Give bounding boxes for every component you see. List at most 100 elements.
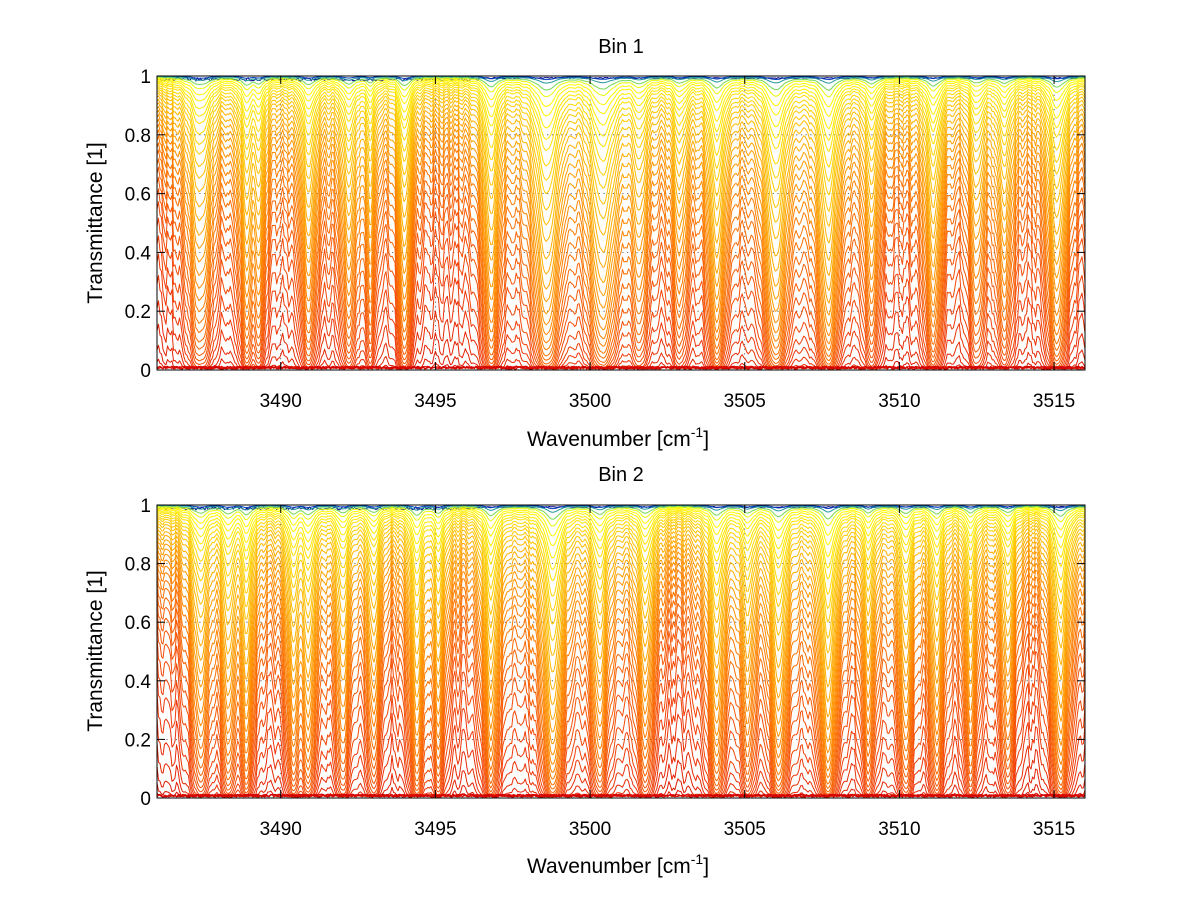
y-tick-label: 0.2 (125, 730, 151, 751)
x-tick-label: 3505 (724, 391, 766, 412)
x-tick-label: 3500 (569, 391, 611, 412)
axes-box (156, 504, 1086, 799)
spectrum-line (157, 504, 1086, 510)
spectrum-line (156, 506, 1086, 527)
x-tick-label: 3515 (1033, 819, 1075, 840)
spectrum-line (156, 517, 1086, 641)
spectrum-line (156, 82, 1086, 152)
spectrum-line (156, 607, 1086, 798)
spectrum-line (156, 118, 1086, 327)
x-axis-label-text: Wavenumber [cm (527, 428, 691, 451)
spectrum-line (156, 587, 1086, 796)
spectrum-line (156, 98, 1086, 261)
spectrum-line (156, 511, 1086, 581)
spectrum-line (156, 106, 1086, 291)
spectrum-line (156, 515, 1086, 625)
spectrum-line (156, 522, 1086, 673)
spectrum-line (156, 505, 1086, 520)
spectrum-line (156, 532, 1086, 720)
y-tick-labels: 0 0.2 0.4 0.6 0.8 1 (125, 496, 152, 810)
spectrum-line (156, 80, 1086, 130)
spectrum-line (156, 76, 1086, 84)
y-tick-labels: 0 0.2 0.4 0.6 0.8 1 (125, 67, 152, 382)
spectrum-line (156, 512, 1086, 597)
spectrum-line (156, 77, 1086, 98)
y-tick-label: 0 (140, 789, 151, 810)
spectrum-line (156, 514, 1086, 611)
spectrum-line (156, 166, 1086, 367)
ticks (157, 504, 1085, 799)
x-axis-label: Wavenumber [cm-1] (527, 424, 709, 451)
x-tick-label: 3495 (414, 819, 456, 840)
spectrum-line (156, 149, 1086, 362)
x-tick-label: 3490 (260, 391, 302, 412)
plot-title: Bin 1 (598, 36, 644, 58)
y-tick-label: 0.4 (125, 243, 152, 264)
spectrum-line (157, 793, 1086, 798)
series-group (156, 75, 1086, 370)
spectrum-line (157, 365, 1086, 370)
y-tick-label: 0.6 (125, 613, 151, 634)
spectrum-line (156, 76, 1086, 91)
spectrum-line (156, 79, 1086, 117)
x-axis-label-superscript: -1 (691, 424, 704, 440)
spectrum-line (156, 571, 1086, 790)
x-axis-label-superscript: -1 (691, 851, 704, 867)
y-tick-label: 0.8 (125, 555, 151, 576)
spectrum-line (156, 508, 1086, 559)
spectrum-line (156, 129, 1086, 345)
spectrum-line (156, 142, 1086, 357)
spectrum-line (156, 507, 1086, 546)
x-axis-label-text: Wavenumber [cm (527, 855, 691, 878)
spectrum-line (156, 528, 1086, 705)
y-tick-label: 0.6 (125, 185, 151, 206)
y-tick-label: 0.2 (125, 302, 151, 323)
x-tick-label: 3515 (1033, 391, 1075, 412)
spectrum-line (156, 81, 1086, 141)
x-axis-label: Wavenumber [cm-1] (527, 851, 709, 878)
y-tick-label: 1 (140, 496, 151, 517)
x-tick-labels: 3490 3495 3500 3505 3510 3515 (260, 819, 1076, 840)
spectrum-line (156, 619, 1086, 798)
x-tick-label: 3490 (260, 819, 302, 840)
y-tick-label: 0.4 (125, 672, 152, 693)
spectrum-line (156, 597, 1086, 797)
ticks (157, 75, 1085, 371)
spectrum-line (156, 78, 1086, 108)
spectrum-line (156, 520, 1086, 656)
x-axis-label-suffix: ] (703, 855, 709, 878)
spectrum-line (156, 135, 1086, 351)
subplot-bin-1: Bin 1 3490 3495 3500 3505 3510 3515 0 0.2 0.4 0.… (84, 36, 1086, 451)
spectrum-line (156, 539, 1086, 745)
spectrum-line (156, 558, 1086, 780)
spectrum-line (156, 90, 1086, 212)
spectrum-line (156, 95, 1086, 244)
spectrum-line (156, 123, 1086, 337)
x-tick-labels: 3490 3495 3500 3505 3510 3515 (260, 391, 1076, 412)
x-axis-label-suffix: ] (703, 428, 709, 451)
spectrum-line (157, 75, 1086, 81)
subplot-bin-2: Bin 2 3490 3495 3500 3505 3510 3515 0 0.2 0.4 0.… (84, 464, 1086, 878)
spectrum-line (156, 525, 1086, 690)
y-axis-label: Transmittance [1] (84, 570, 107, 731)
spectrum-line (156, 505, 1086, 513)
spectrum-line (156, 565, 1086, 786)
axes-box (156, 75, 1086, 371)
spectrum-line (156, 109, 1086, 304)
x-tick-label: 3510 (878, 819, 920, 840)
spectrum-line (156, 188, 1086, 370)
y-tick-label: 0 (140, 361, 151, 382)
spectrum-line (156, 176, 1086, 369)
spectrum-line (156, 92, 1086, 227)
spectrum-line (156, 84, 1086, 168)
spectrum-line (156, 158, 1086, 365)
x-tick-label: 3505 (724, 819, 766, 840)
spectrum-line (156, 579, 1086, 793)
spectrum-line (156, 102, 1086, 276)
spectrum-line (156, 506, 1086, 537)
spectrum-line (156, 535, 1086, 733)
spectrum-line (156, 553, 1086, 773)
spectrum-line (157, 365, 1086, 370)
spectrum-line (156, 510, 1086, 570)
